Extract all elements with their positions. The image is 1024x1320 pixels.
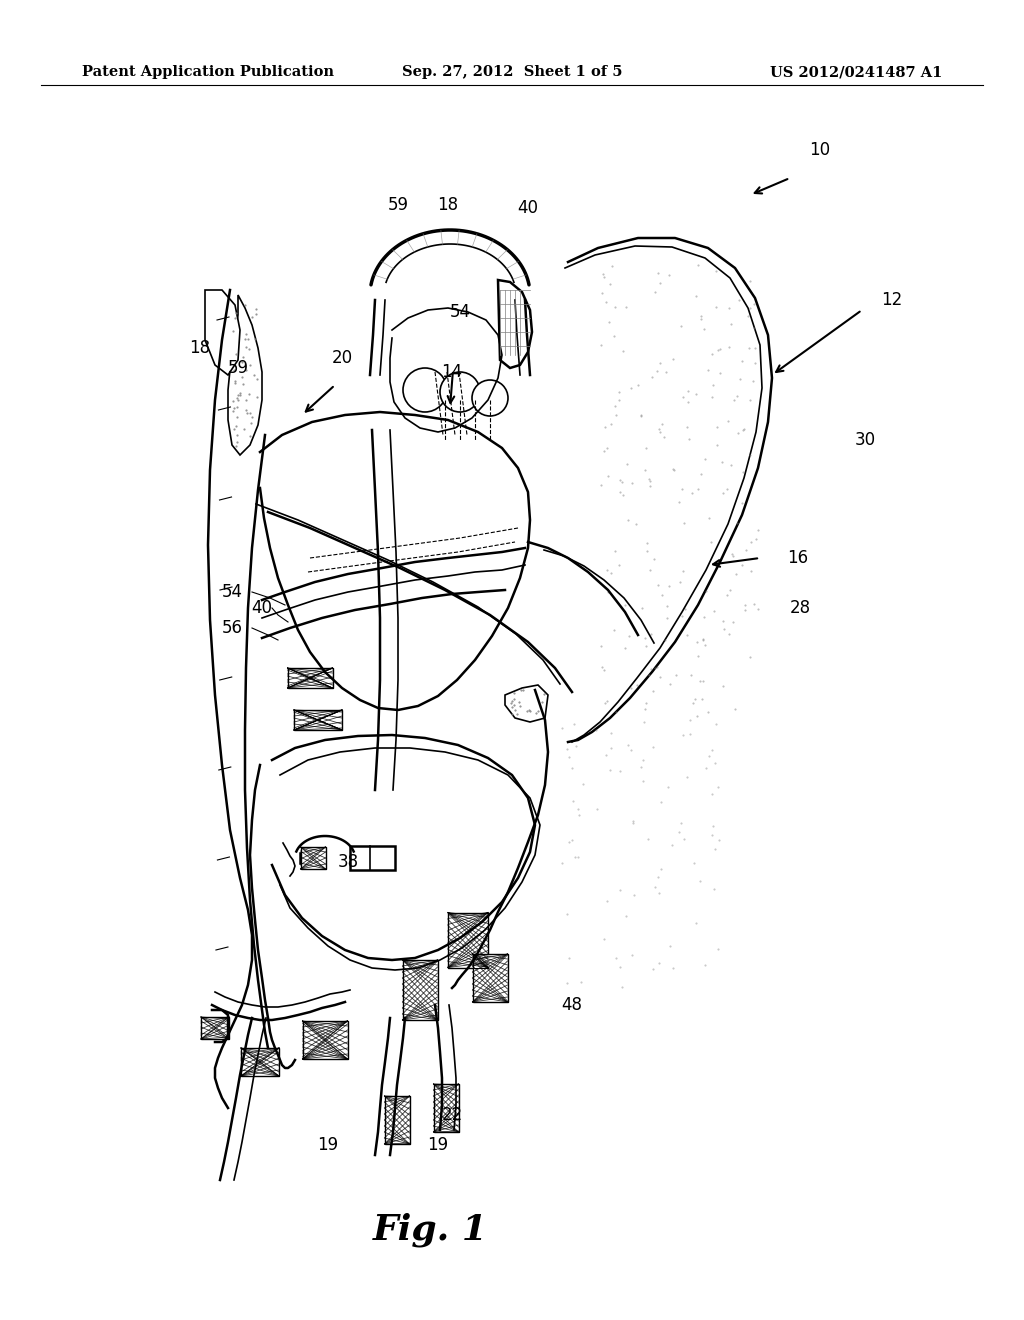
Text: 56: 56 [221,619,243,638]
Text: 14: 14 [441,363,463,381]
Bar [384,1096,410,1144]
Circle shape [440,372,480,412]
Text: 59: 59 [387,195,409,214]
Text: US 2012/0241487 A1: US 2012/0241487 A1 [770,65,942,79]
Text: Sep. 27, 2012  Sheet 1 of 5: Sep. 27, 2012 Sheet 1 of 5 [401,65,623,79]
Text: 18: 18 [437,195,459,214]
Bar [350,846,395,870]
Text: 30: 30 [854,432,876,449]
Circle shape [472,380,508,416]
Polygon shape [228,294,262,455]
Bar [302,1020,347,1059]
Bar [433,1084,459,1133]
Bar [402,960,437,1020]
Text: 18: 18 [189,339,211,356]
Text: 16: 16 [787,549,809,568]
Polygon shape [505,685,548,722]
Text: 54: 54 [221,583,243,601]
Bar [288,668,333,688]
Text: 40: 40 [252,599,272,616]
Text: 20: 20 [332,348,352,367]
Polygon shape [498,280,532,368]
Text: 59: 59 [227,359,249,378]
Text: 38: 38 [338,853,358,871]
Text: 40: 40 [517,199,539,216]
Bar [472,954,508,1002]
Bar [300,847,326,869]
Bar [201,1016,229,1039]
Text: 28: 28 [790,599,811,616]
Text: Patent Application Publication: Patent Application Publication [82,65,334,79]
Text: 19: 19 [427,1137,449,1154]
Text: 19: 19 [317,1137,339,1154]
Text: 22: 22 [441,1106,463,1125]
Text: 48: 48 [561,997,583,1014]
Polygon shape [205,290,240,375]
Text: 54: 54 [450,304,470,321]
Bar [241,1048,279,1076]
Bar [449,912,488,968]
Text: 10: 10 [809,141,830,158]
Circle shape [403,368,447,412]
Text: Fig. 1: Fig. 1 [373,1213,487,1247]
Text: 12: 12 [882,290,902,309]
Bar [294,710,342,730]
